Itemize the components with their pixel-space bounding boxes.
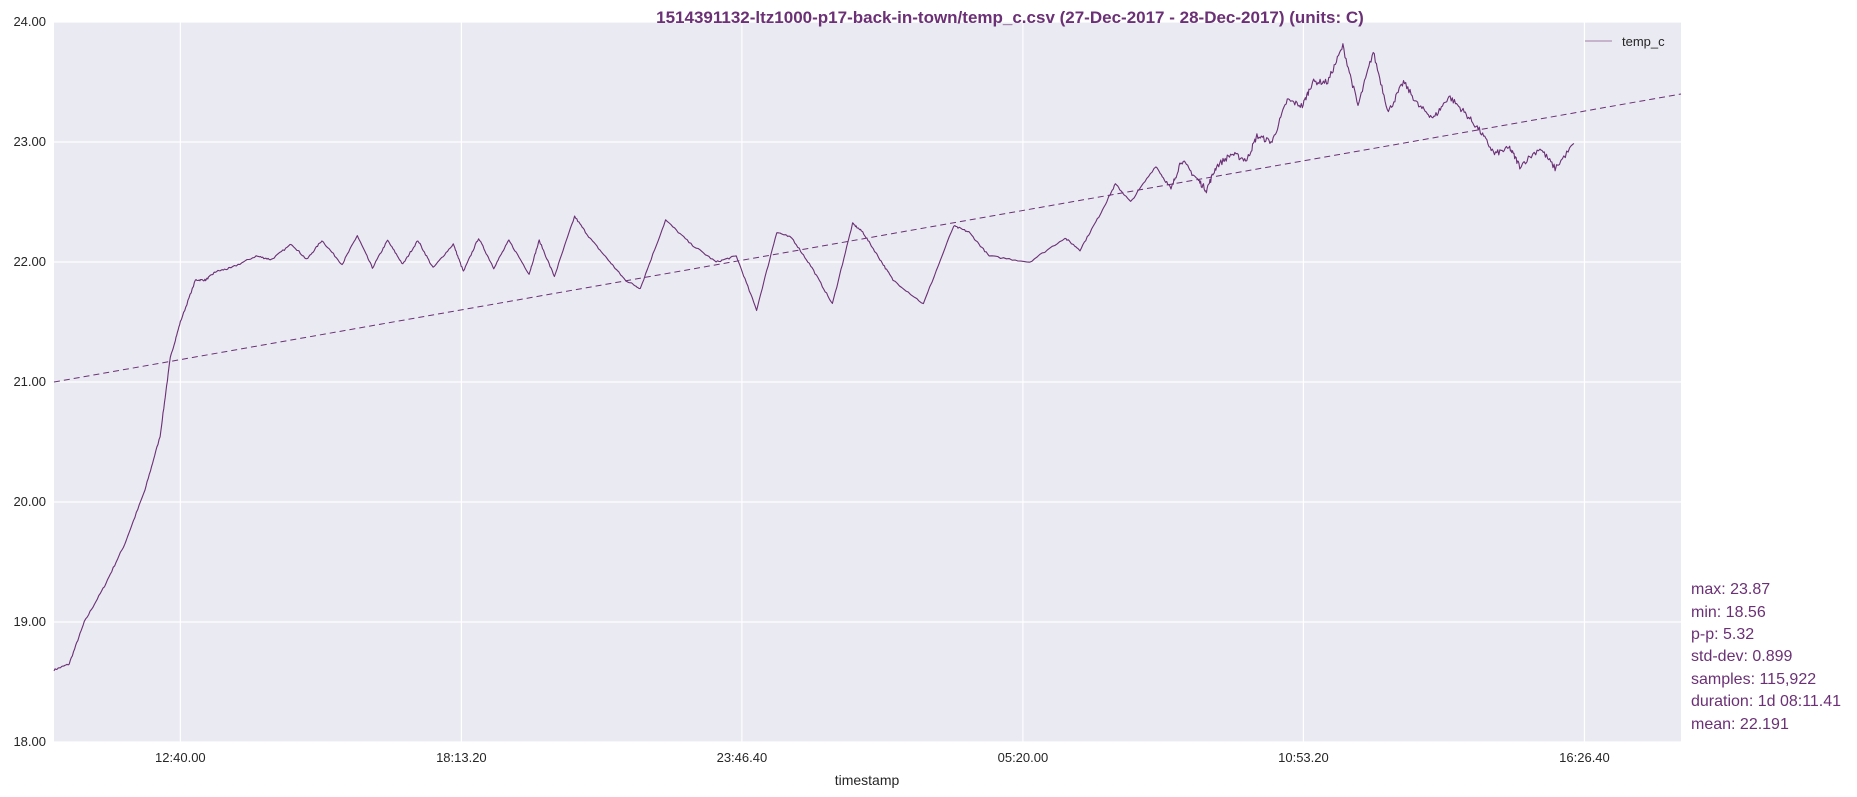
x-tick-label: 10:53.20 <box>1278 750 1329 765</box>
y-tick-label: 23.00 <box>13 134 46 149</box>
stat-std-dev: std-dev: 0.899 <box>1691 648 1793 665</box>
stat-samples: samples: 115,922 <box>1691 671 1816 688</box>
x-tick-labels: 12:40.00 18:13.20 23:46.40 05:20.00 10:53.20… <box>155 750 1610 765</box>
grid <box>54 21 1681 743</box>
x-tick-label: 18:13.20 <box>436 750 487 765</box>
y-tick-label: 24.00 <box>13 14 46 29</box>
x-tick-label: 16:26.40 <box>1559 750 1610 765</box>
x-axis-label: timestamp <box>835 772 900 788</box>
legend-label-temp-c: temp_c <box>1622 34 1665 49</box>
legend: temp_c <box>1585 34 1665 49</box>
trend-line <box>53 93 1682 383</box>
trend-layer <box>53 93 1682 383</box>
stat-duration: duration: 1d 08:11.41 <box>1691 693 1841 710</box>
x-tick-label: 23:46.40 <box>717 750 768 765</box>
y-tick-label: 22.00 <box>13 254 46 269</box>
stat-max: max: 23.87 <box>1691 581 1770 598</box>
series-layer <box>53 43 1575 672</box>
series-line-temp-c <box>53 43 1575 672</box>
x-tick-label: 05:20.00 <box>998 750 1049 765</box>
y-tick-label: 18.00 <box>13 734 46 749</box>
y-tick-label: 19.00 <box>13 614 46 629</box>
stats-box: max: 23.87 min: 18.56 p-p: 5.32 std-dev:… <box>1691 581 1841 733</box>
chart-title: 1514391132-ltz1000-p17-back-in-town/temp… <box>656 8 1364 27</box>
stat-min: min: 18.56 <box>1691 604 1766 621</box>
stat-mean: mean: 22.191 <box>1691 716 1789 733</box>
stat-pp: p-p: 5.32 <box>1691 626 1754 643</box>
y-tick-label: 20.00 <box>13 494 46 509</box>
y-tick-labels: 18.00 19.00 20.00 21.00 22.00 23.00 24.00 <box>13 14 46 749</box>
y-tick-label: 21.00 <box>13 374 46 389</box>
x-tick-label: 12:40.00 <box>155 750 206 765</box>
